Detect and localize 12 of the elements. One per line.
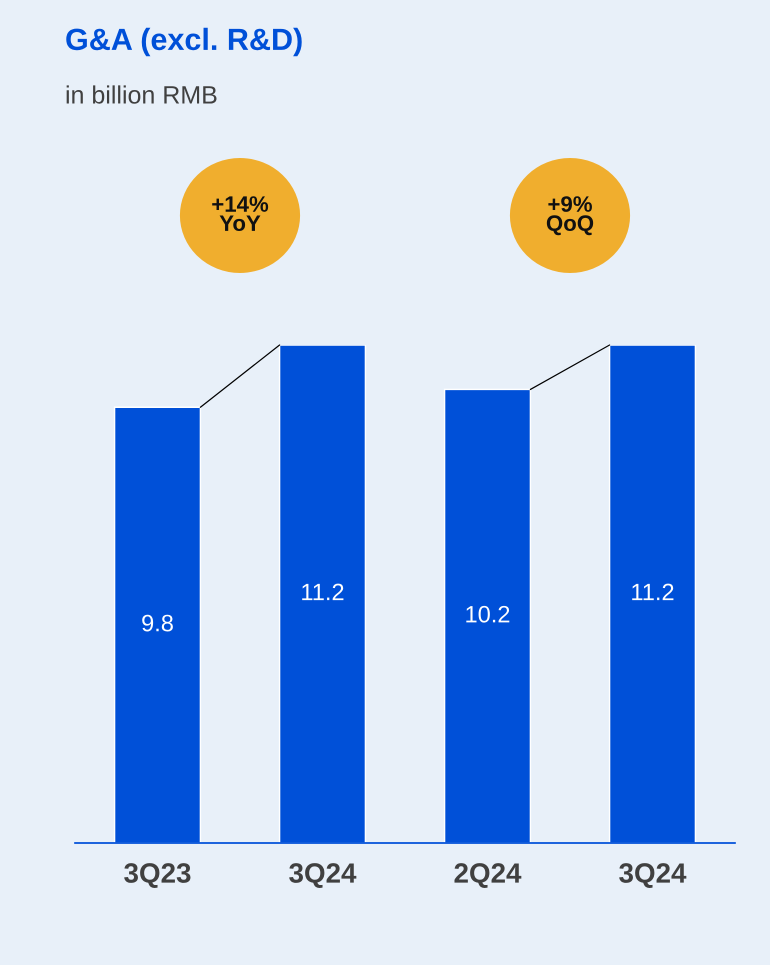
data-label: 10.2 (466, 606, 510, 623)
x-tick-label: 2Q24 (454, 863, 522, 888)
data-label: 11.2 (302, 584, 344, 600)
text: +9% QoQ (546, 196, 594, 236)
x-tick-label: 3Q24 (619, 863, 686, 888)
data-label: 9.8 (142, 614, 173, 632)
x-tick-label: 3Q24 (289, 863, 356, 888)
chart-title: G&A (excl. R&D) (66, 28, 302, 56)
chart-subtitle: in billion RMB (66, 85, 217, 104)
data-label: 11.2 (632, 584, 674, 600)
x-tick-label: 3Q23 (124, 863, 190, 888)
text: +14% YoY (212, 196, 268, 232)
